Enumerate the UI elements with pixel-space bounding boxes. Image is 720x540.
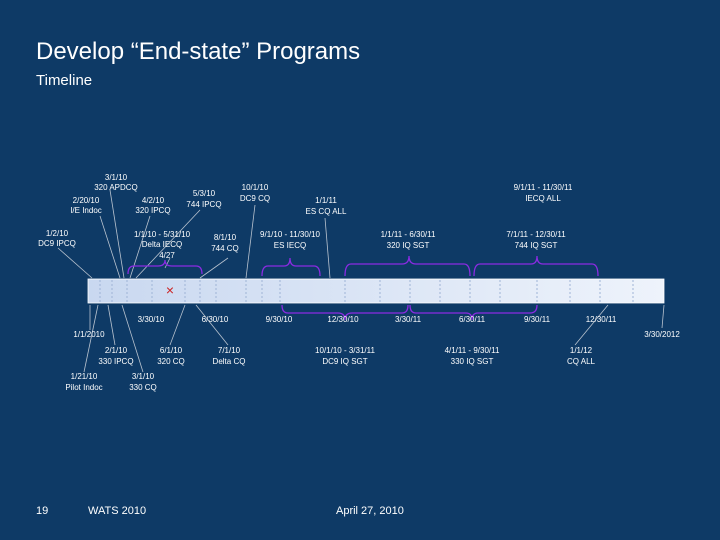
event-label-date: 6/1/10 [160, 346, 183, 355]
event-label-date: 10/1/10 - 3/31/11 [315, 346, 375, 355]
event-label-text: CQ ALL [567, 357, 596, 366]
axis-tick-label: 6/30/10 [202, 315, 229, 324]
bracket-744-iq-sgt [473, 255, 599, 277]
axis-tick-label: 6/30/11 [459, 315, 486, 324]
event-label-date: 3/1/10 [132, 372, 155, 381]
current-date-marker: × [166, 282, 174, 298]
axis-tick-label: 3/30/10 [138, 315, 165, 324]
leader-line [164, 257, 171, 269]
event-label-text: 744 CQ [211, 244, 239, 253]
leader-line [121, 304, 144, 373]
leader-line [107, 304, 116, 346]
event-label-text: ES CQ ALL [306, 207, 347, 216]
leader-line [129, 215, 151, 279]
event-label-date: 1/21/10 [71, 372, 98, 381]
leader-line [245, 204, 256, 279]
event-label-text: 330 IPCQ [98, 357, 133, 366]
leader-line [199, 257, 229, 279]
leader-line [324, 217, 331, 279]
leader-line [574, 304, 609, 346]
event-label-text: 744 IQ SGT [515, 241, 558, 250]
event-label-text: DC9 IPCQ [38, 239, 76, 248]
event-label-date: 9/1/10 - 11/30/10 [260, 230, 320, 239]
timeline-start-label: 1/1/2010 [73, 330, 105, 339]
event-label-date: 3/1/10 [105, 173, 128, 182]
event-label-date: 1/1/11 [315, 196, 337, 205]
event-label-text: DC9 IQ SGT [322, 357, 367, 366]
leader-line [169, 304, 186, 346]
event-label-text: 744 IPCQ [186, 200, 221, 209]
event-label-text: 320 IPCQ [135, 206, 170, 215]
slide-subtitle: Timeline [36, 72, 93, 89]
event-label-date: 10/1/10 [242, 183, 269, 192]
event-label-text: IECQ ALL [525, 194, 561, 203]
leader-line [135, 209, 201, 279]
axis-tick-label: 9/30/10 [266, 315, 293, 324]
event-label-date: 1/1/12 [570, 346, 593, 355]
event-label-text: ES IECQ [274, 241, 306, 250]
event-label-date: 9/1/11 - 11/30/11 [514, 183, 573, 192]
footer-event: WATS 2010 [88, 505, 147, 517]
event-label-date: 8/1/10 [214, 233, 237, 242]
leader-line [99, 215, 121, 279]
event-label-marker: 4/27 [159, 251, 175, 260]
event-label-date: 7/1/11 - 12/30/11 [506, 230, 566, 239]
leader-line [195, 304, 229, 346]
event-label-text: I/E Indoc [70, 206, 102, 215]
event-label-text: 320 IQ SGT [387, 241, 430, 250]
page-number: 19 [36, 505, 49, 517]
event-label-text: DC9 CQ [240, 194, 270, 203]
event-label-date: 7/1/10 [218, 346, 241, 355]
event-label-text: 330 CQ [129, 383, 157, 392]
event-label-text: Delta IECQ [142, 240, 182, 249]
leader-line [109, 189, 125, 279]
event-label-date: 2/1/10 [105, 346, 128, 355]
axis-tick-label: 12/30/11 [586, 315, 617, 324]
bracket-delta-iecq [127, 259, 203, 275]
event-label-text: 330 IQ SGT [451, 357, 494, 366]
leader-line [661, 304, 665, 329]
footer-date: April 27, 2010 [336, 505, 404, 517]
event-label-text: 320 APDCQ [94, 183, 138, 192]
event-label-date: 2/20/10 [73, 196, 100, 205]
event-label-date: 4/1/11 - 9/30/11 [445, 346, 500, 355]
event-label-date: 1/1/10 - 5/31/10 [134, 230, 191, 239]
axis-tick-label: 9/30/11 [524, 315, 551, 324]
event-label-text: 320 CQ [157, 357, 185, 366]
event-label-text: Delta CQ [213, 357, 246, 366]
leader-line [57, 247, 93, 279]
axis-tick-label: 3/30/11 [395, 315, 422, 324]
event-label-date: 5/3/10 [193, 189, 216, 198]
event-label-date: 1/2/10 [46, 229, 69, 238]
bracket-320-iq-sgt [344, 255, 471, 277]
timeline-end-label: 3/30/2012 [644, 330, 680, 339]
event-label-date: 4/2/10 [142, 196, 165, 205]
leader-line [83, 304, 99, 373]
event-label-date: 1/1/11 - 6/30/11 [381, 230, 436, 239]
bracket-es-iecq [261, 257, 321, 277]
bracket-330-iq-sgt [409, 304, 538, 321]
event-label-text: Pilot Indoc [65, 383, 102, 392]
timeline-bar [87, 278, 665, 304]
bracket-dc9-iq-sgt [281, 304, 409, 321]
slide-title: Develop “End-state” Programs [36, 38, 361, 65]
axis-tick-label: 12/30/10 [327, 315, 359, 324]
